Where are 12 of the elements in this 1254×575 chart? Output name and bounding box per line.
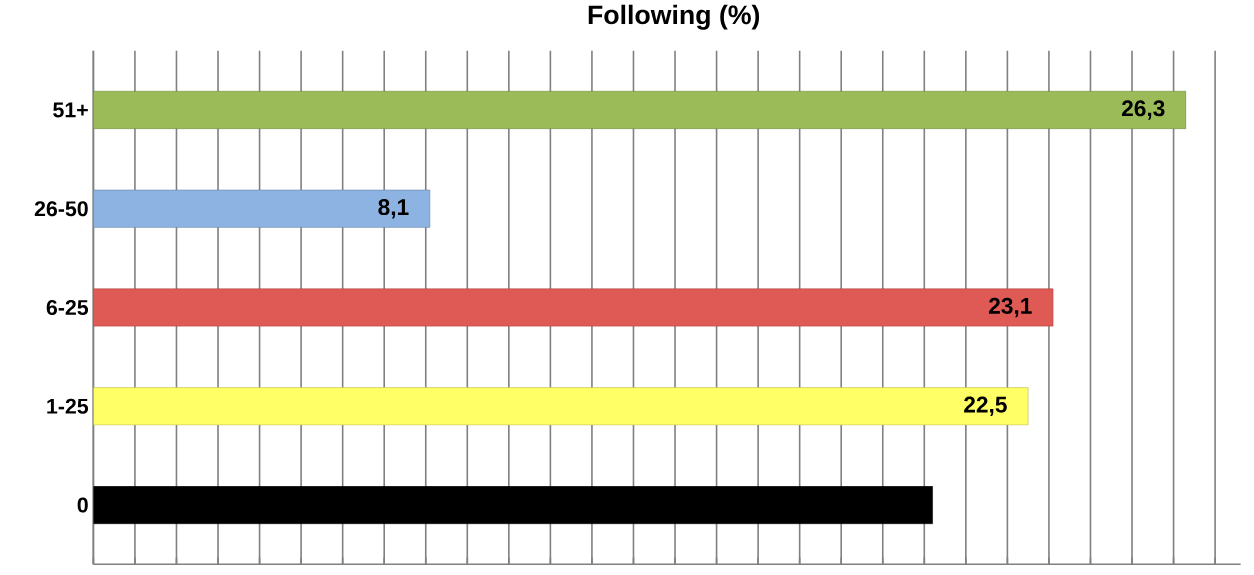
- y-tick-label: 0: [77, 497, 88, 513]
- y-tick-label: 6-25: [46, 299, 89, 316]
- y-tick-label: 51+: [53, 102, 88, 118]
- data-label: 23,1: [989, 297, 1032, 318]
- y-tick-label: 26-50: [34, 201, 88, 217]
- data-label: 8,1: [378, 199, 409, 219]
- data-label: 22,5: [964, 396, 1007, 416]
- chart-title: Following (%): [588, 4, 760, 30]
- bar: [93, 486, 933, 524]
- bar: [93, 288, 1054, 327]
- y-tick-label: 1-25: [47, 398, 89, 414]
- data-label: 26,3: [1121, 100, 1165, 120]
